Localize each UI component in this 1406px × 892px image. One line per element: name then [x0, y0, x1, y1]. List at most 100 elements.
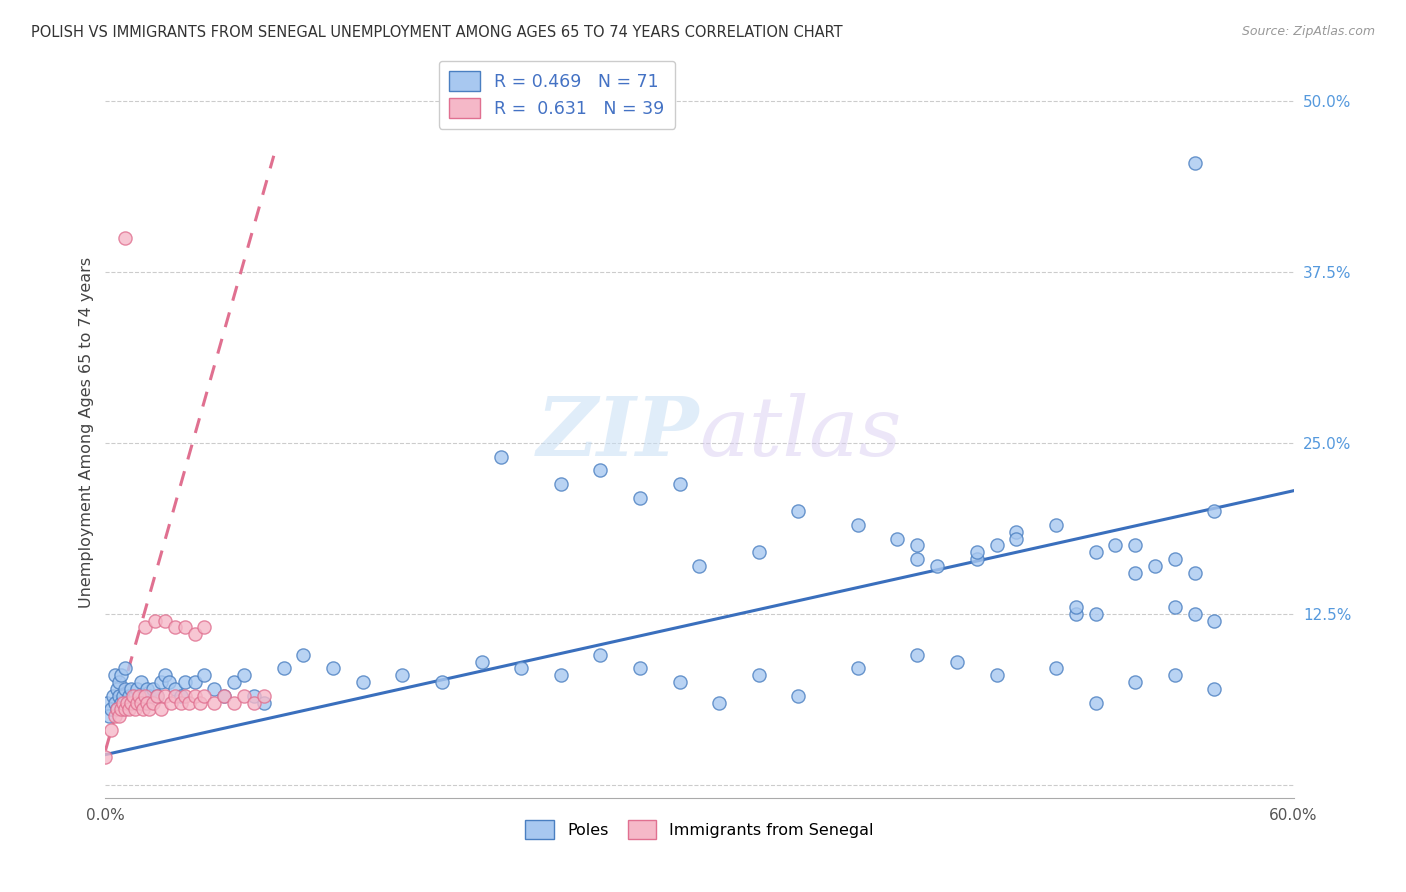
Point	[173, 675, 195, 690]
Point	[1184, 607, 1206, 621]
Point	[100, 702, 122, 716]
Point	[138, 702, 160, 716]
Point	[1064, 599, 1087, 614]
Point	[146, 689, 169, 703]
Point	[142, 681, 165, 696]
Point	[966, 545, 988, 559]
Point	[589, 648, 612, 662]
Point	[127, 696, 149, 710]
Point	[136, 681, 159, 696]
Point	[124, 702, 146, 716]
Point	[96, 696, 118, 710]
Point	[153, 614, 176, 628]
Point	[905, 538, 928, 552]
Point	[1104, 538, 1126, 552]
Point	[94, 750, 117, 764]
Point	[170, 689, 193, 703]
Point	[1045, 517, 1067, 532]
Point	[122, 696, 145, 710]
Point	[142, 696, 165, 710]
Point	[128, 689, 150, 703]
Point	[118, 702, 141, 716]
Point	[128, 696, 150, 710]
Point	[1045, 661, 1067, 675]
Point	[132, 702, 155, 716]
Point	[1005, 532, 1028, 546]
Point	[214, 689, 236, 703]
Point	[104, 709, 127, 723]
Point	[153, 689, 176, 703]
Point	[253, 696, 276, 710]
Point	[748, 668, 770, 682]
Text: atlas: atlas	[700, 392, 901, 473]
Point	[124, 689, 146, 703]
Text: POLISH VS IMMIGRANTS FROM SENEGAL UNEMPLOYMENT AMONG AGES 65 TO 74 YEARS CORRELA: POLISH VS IMMIGRANTS FROM SENEGAL UNEMPL…	[31, 25, 842, 40]
Point	[925, 558, 948, 573]
Point	[105, 702, 128, 716]
Point	[163, 620, 186, 634]
Point	[132, 689, 155, 703]
Point	[1084, 545, 1107, 559]
Point	[120, 681, 142, 696]
Point	[550, 476, 572, 491]
Point	[1164, 599, 1187, 614]
Point	[173, 689, 195, 703]
Point	[100, 723, 122, 737]
Point	[108, 675, 131, 690]
Point	[787, 689, 810, 703]
Point	[159, 696, 181, 710]
Point	[391, 668, 413, 682]
Point	[149, 675, 172, 690]
Point	[224, 675, 246, 690]
Point	[193, 689, 215, 703]
Point	[273, 661, 295, 675]
Point	[112, 689, 135, 703]
Point	[177, 696, 200, 710]
Point	[114, 661, 136, 675]
Point	[510, 661, 533, 675]
Point	[138, 689, 160, 703]
Point	[134, 689, 156, 703]
Point	[292, 648, 315, 662]
Point	[1143, 558, 1166, 573]
Point	[253, 689, 276, 703]
Point	[986, 538, 1008, 552]
Point	[986, 668, 1008, 682]
Point	[134, 696, 156, 710]
Point	[1204, 681, 1226, 696]
Point	[1164, 552, 1187, 566]
Point	[243, 696, 266, 710]
Text: ZIP: ZIP	[537, 392, 700, 473]
Point	[1164, 668, 1187, 682]
Point	[114, 231, 136, 245]
Point	[1184, 155, 1206, 169]
Point	[1204, 504, 1226, 518]
Point	[550, 668, 572, 682]
Point	[190, 696, 212, 710]
Point	[748, 545, 770, 559]
Point	[105, 702, 128, 716]
Point	[112, 696, 135, 710]
Point	[108, 709, 131, 723]
Point	[183, 689, 205, 703]
Point	[689, 558, 711, 573]
Point	[183, 675, 205, 690]
Point	[193, 620, 215, 634]
Point	[628, 491, 651, 505]
Point	[233, 668, 256, 682]
Point	[905, 552, 928, 566]
Point	[886, 532, 908, 546]
Point	[183, 627, 205, 641]
Point	[98, 709, 121, 723]
Point	[322, 661, 344, 675]
Point	[491, 450, 513, 464]
Point	[115, 696, 138, 710]
Point	[129, 675, 152, 690]
Point	[966, 552, 988, 566]
Point	[214, 689, 236, 703]
Point	[114, 702, 136, 716]
Y-axis label: Unemployment Among Ages 65 to 74 years: Unemployment Among Ages 65 to 74 years	[79, 257, 94, 608]
Point	[105, 681, 128, 696]
Point	[1123, 538, 1146, 552]
Point	[143, 614, 166, 628]
